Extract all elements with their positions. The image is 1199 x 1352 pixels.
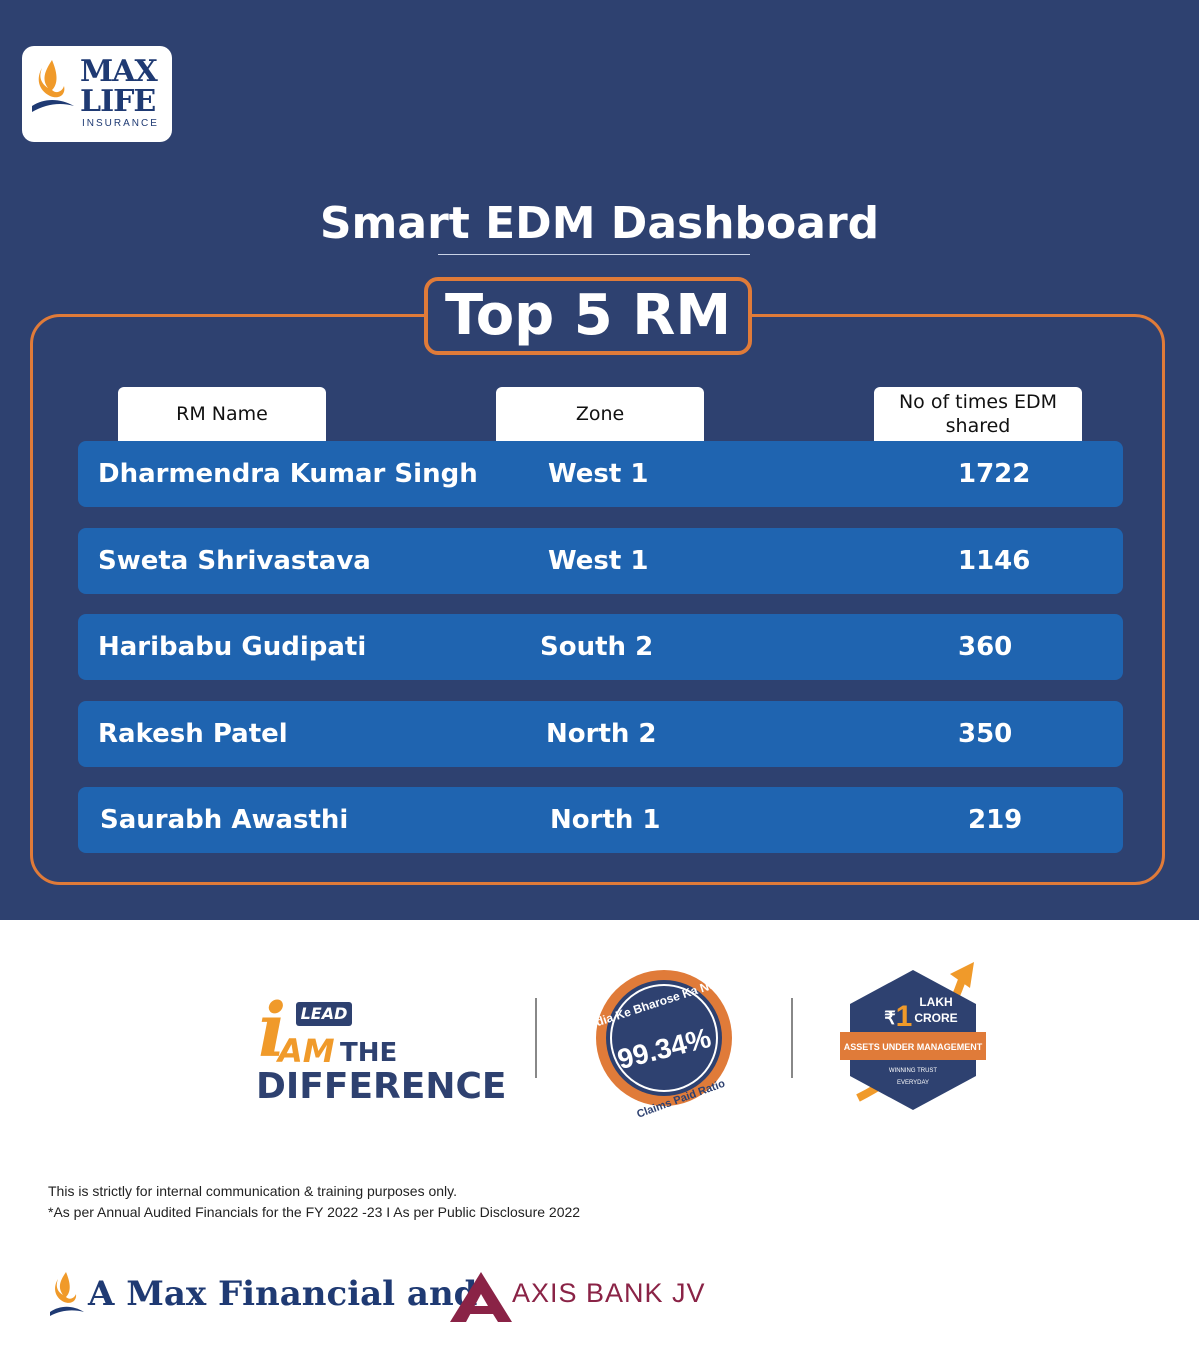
rm-name: Saurabh Awasthi: [100, 805, 349, 835]
max-life-logo: MAX LIFE INSURANCE: [22, 46, 172, 142]
column-header-name: RM Name: [118, 387, 326, 441]
aum-banner: ASSETS UNDER MANAGEMENT: [844, 1042, 983, 1052]
rm-count: 350: [958, 719, 1013, 749]
aum-badge: ₹ 1 LAKH CRORE ASSETS UNDER MANAGEMENT W…: [840, 962, 986, 1110]
flame-icon: [50, 1272, 84, 1316]
logo-insurance: INSURANCE: [82, 118, 159, 129]
jv-text: A Max Financial and: [88, 1274, 478, 1314]
lead-am: AM: [278, 1032, 335, 1070]
aum-tag2: EVERYDAY: [897, 1080, 929, 1086]
lead-difference: DIFFERENCE: [256, 1066, 507, 1107]
lead-i-letter: i: [258, 988, 287, 1074]
logo-life: LIFE: [80, 84, 156, 119]
divider: [791, 998, 793, 1078]
divider: [535, 998, 537, 1078]
rm-zone: South 2: [540, 632, 654, 662]
rm-count: 219: [968, 805, 1023, 835]
table-row: Haribabu Gudipati South 2 360: [78, 614, 1123, 680]
page-title: Smart EDM Dashboard: [319, 198, 880, 249]
aum-number: 1: [896, 1000, 913, 1033]
aum-tag1: WINNING TRUST: [889, 1068, 938, 1074]
rm-zone: North 2: [546, 719, 657, 749]
aum-symbol: ₹: [884, 1008, 896, 1028]
rm-name: Haribabu Gudipati: [98, 632, 367, 662]
aum-crore: CRORE: [914, 1011, 957, 1025]
rm-name: Sweta Shrivastava: [98, 546, 371, 576]
table-row: Rakesh Patel North 2 350: [78, 701, 1123, 767]
logo-max: MAX: [80, 54, 158, 89]
rm-zone: West 1: [548, 459, 649, 489]
claims-ratio-badge: India Ke Bharose Ka Number 99.34% Claims…: [584, 964, 744, 1121]
column-header-count-label: No of times EDM shared: [898, 391, 1058, 437]
lead-the: THE: [340, 1038, 398, 1068]
column-header-count: No of times EDM shared: [874, 387, 1082, 441]
flame-icon: [32, 60, 74, 112]
axis-bank-logo-icon: [450, 1272, 512, 1322]
rm-zone: West 1: [548, 546, 649, 576]
title-underline: [438, 254, 750, 255]
table-row: Dharmendra Kumar Singh West 1 1722: [78, 441, 1123, 507]
table-row: Saurabh Awasthi North 1 219: [78, 787, 1123, 853]
disclaimer-line-1: This is strictly for internal communicat…: [48, 1183, 458, 1199]
disclaimer-line-2: *As per Annual Audited Financials for th…: [48, 1204, 581, 1220]
axis-bank-text: AXIS BANK JV: [512, 1278, 706, 1308]
rm-name: Dharmendra Kumar Singh: [98, 459, 478, 489]
rm-count: 1146: [958, 546, 1031, 576]
rm-zone: North 1: [550, 805, 661, 835]
column-header-zone: Zone: [496, 387, 704, 441]
lead-tag: LEAD: [296, 1002, 352, 1026]
table-row: Sweta Shrivastava West 1 1146: [78, 528, 1123, 594]
section-title: Top 5 RM: [424, 277, 752, 355]
rm-count: 360: [958, 632, 1013, 662]
rm-name: Rakesh Patel: [98, 719, 288, 749]
aum-lakh: LAKH: [919, 995, 952, 1009]
rm-count: 1722: [958, 459, 1031, 489]
